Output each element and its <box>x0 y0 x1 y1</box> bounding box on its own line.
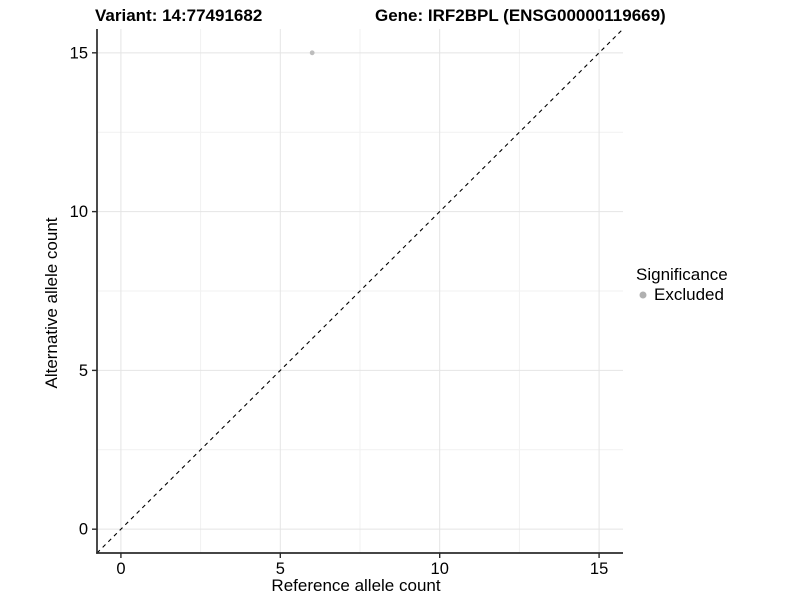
excluded-point-icon <box>639 291 647 299</box>
x-tick-label: 0 <box>116 560 125 578</box>
identity-line <box>96 28 624 554</box>
legend-entry-label: Excluded <box>654 285 724 304</box>
legend-entry-excluded: Excluded <box>636 285 728 305</box>
legend-title: Significance <box>636 265 728 284</box>
y-tick-label: 0 <box>79 521 88 539</box>
x-tick-label: 15 <box>590 560 608 578</box>
variant-title: Variant: 14:77491682 <box>95 6 263 25</box>
y-tick-label: 15 <box>70 44 88 62</box>
x-axis-title: Reference allele count <box>271 576 441 595</box>
data-point <box>309 50 315 56</box>
legend: Significance Excluded <box>636 265 728 305</box>
gene-title: Gene: IRF2BPL (ENSG00000119669) <box>375 6 666 25</box>
y-axis-title: Alternative allele count <box>42 217 61 389</box>
legend-key <box>636 288 650 302</box>
x-tick-label: 10 <box>431 560 449 578</box>
y-tick-label: 10 <box>70 203 88 221</box>
x-tick-label: 5 <box>276 560 285 578</box>
y-tick-label: 5 <box>79 362 88 380</box>
